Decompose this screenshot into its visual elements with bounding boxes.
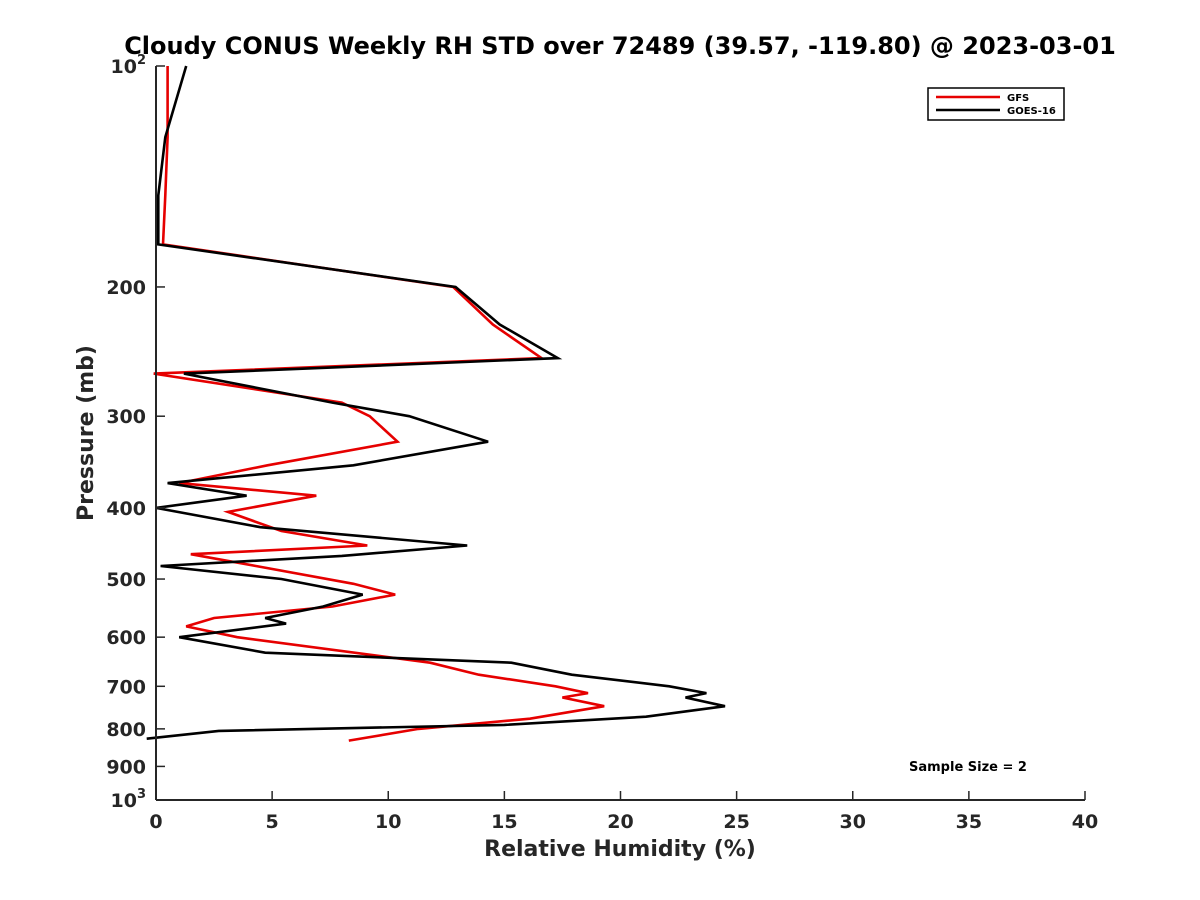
y-tick-label: 500 [106,569,146,591]
x-tick-label: 30 [840,811,866,833]
series-layer [146,65,726,742]
y-tick-label: 900 [106,756,146,778]
y-tick-label: 600 [106,627,146,649]
y-tick-label: 102 [111,53,147,78]
y-tick-label: 700 [106,676,146,698]
x-tick-label: 20 [607,811,633,833]
y-tick-label: 300 [106,406,146,428]
x-tick-label: 15 [491,811,517,833]
chart-title: Cloudy CONUS Weekly RH STD over 72489 (3… [124,32,1116,60]
legend-label-goes16: GOES-16 [1007,106,1056,117]
x-tick-label: 10 [375,811,401,833]
y-tick-label: 400 [106,498,146,520]
legend-label-gfs: GFS [1007,93,1029,104]
y-axis-label: Pressure (mb) [74,345,99,521]
y-tick-label: 103 [111,787,147,812]
y-ticks: 102 200 300 400 500 600 700 800 900 103 [106,53,165,812]
x-tick-label: 35 [956,811,982,833]
legend: GFS GOES-16 [927,87,1065,121]
y-tick-label: 800 [106,719,146,741]
x-tick-label: 0 [149,811,162,833]
x-ticks: 0 5 10 15 20 25 30 35 40 [149,791,1098,833]
x-axis-label: Relative Humidity (%) [484,837,756,862]
x-tick-label: 25 [723,811,749,833]
legend-box [927,87,1065,121]
x-tick-label: 40 [1072,811,1098,833]
series-line-gfs [153,66,605,742]
series-line-goes16 [146,65,726,740]
x-tick-label: 5 [266,811,279,833]
sample-size-annotation: Sample Size = 2 [909,760,1027,775]
y-tick-label: 200 [106,277,146,299]
